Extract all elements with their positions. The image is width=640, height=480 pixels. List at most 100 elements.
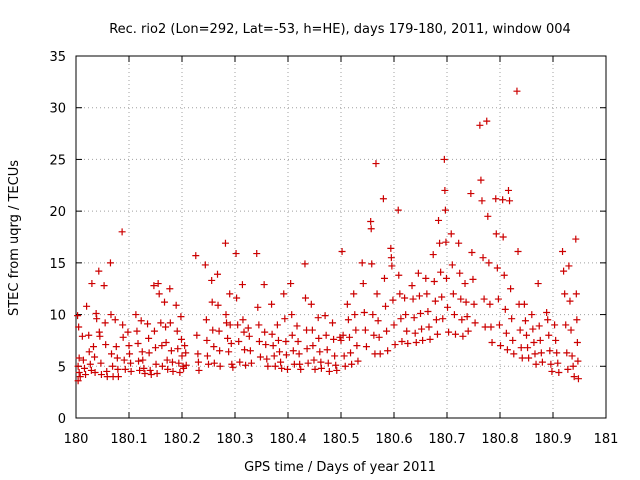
data-point bbox=[91, 353, 99, 361]
data-point bbox=[80, 364, 88, 372]
data-point bbox=[468, 249, 476, 257]
data-point bbox=[322, 331, 330, 339]
data-point bbox=[269, 342, 277, 350]
data-point bbox=[260, 281, 268, 289]
data-point bbox=[462, 298, 470, 306]
data-point bbox=[192, 252, 200, 260]
data-point bbox=[118, 228, 126, 236]
data-point bbox=[102, 341, 110, 349]
data-point bbox=[348, 360, 356, 368]
data-point bbox=[547, 360, 555, 368]
data-point bbox=[414, 269, 422, 277]
y-tick-label: 10 bbox=[49, 309, 66, 324]
data-point bbox=[499, 233, 507, 241]
data-point bbox=[333, 366, 341, 374]
data-point bbox=[282, 337, 290, 345]
data-point bbox=[181, 342, 189, 350]
data-point bbox=[438, 293, 446, 301]
data-point bbox=[457, 295, 465, 303]
data-point bbox=[367, 217, 375, 225]
data-point bbox=[101, 319, 109, 327]
data-point bbox=[484, 212, 492, 220]
data-point bbox=[563, 349, 571, 357]
data-point bbox=[194, 358, 202, 366]
data-point bbox=[216, 362, 224, 370]
data-point bbox=[119, 333, 127, 341]
data-point bbox=[140, 364, 148, 372]
data-point bbox=[422, 274, 430, 282]
data-point bbox=[76, 373, 84, 381]
data-point bbox=[274, 336, 282, 344]
data-point bbox=[552, 336, 560, 344]
data-point bbox=[507, 285, 515, 293]
data-point bbox=[182, 349, 190, 357]
data-point bbox=[559, 247, 567, 255]
data-point bbox=[518, 354, 526, 362]
data-point bbox=[520, 300, 528, 308]
data-point bbox=[169, 367, 177, 375]
data-point bbox=[442, 274, 450, 282]
data-point bbox=[448, 261, 456, 269]
data-point bbox=[203, 352, 211, 360]
data-point bbox=[74, 362, 82, 370]
data-point bbox=[152, 360, 160, 368]
data-point bbox=[277, 358, 285, 366]
data-point bbox=[510, 350, 518, 358]
data-point bbox=[529, 325, 537, 333]
data-point bbox=[97, 371, 105, 379]
data-point bbox=[528, 311, 536, 319]
data-point bbox=[532, 360, 540, 368]
data-point bbox=[293, 322, 301, 330]
data-point bbox=[343, 300, 351, 308]
data-point bbox=[554, 359, 562, 367]
data-point bbox=[441, 186, 449, 194]
data-point bbox=[229, 363, 237, 371]
data-point bbox=[412, 338, 420, 346]
data-point bbox=[226, 290, 234, 298]
data-point bbox=[467, 190, 475, 198]
data-point bbox=[133, 327, 141, 335]
data-point bbox=[147, 371, 155, 379]
data-point bbox=[353, 342, 361, 350]
data-point bbox=[351, 311, 359, 319]
data-point bbox=[477, 176, 485, 184]
data-point bbox=[276, 348, 284, 356]
data-point bbox=[125, 342, 133, 350]
x-tick-label: 180.8 bbox=[481, 432, 518, 447]
data-point bbox=[256, 353, 264, 361]
data-point bbox=[487, 323, 495, 331]
data-point bbox=[409, 295, 417, 303]
data-point bbox=[450, 311, 458, 319]
data-point bbox=[495, 321, 503, 329]
data-point bbox=[387, 244, 395, 252]
data-point bbox=[174, 345, 182, 353]
data-point bbox=[173, 327, 181, 335]
data-point bbox=[136, 366, 144, 374]
data-point bbox=[555, 368, 563, 376]
data-point bbox=[476, 121, 484, 129]
data-point bbox=[388, 262, 396, 270]
data-point bbox=[75, 323, 83, 331]
data-point bbox=[344, 316, 352, 324]
data-point bbox=[435, 216, 443, 224]
data-point bbox=[317, 364, 325, 372]
data-point bbox=[513, 87, 521, 95]
data-point bbox=[114, 373, 122, 381]
data-point bbox=[141, 370, 149, 378]
data-point bbox=[370, 331, 378, 339]
x-tick-label: 180.6 bbox=[375, 432, 412, 447]
data-point bbox=[162, 323, 170, 331]
data-point bbox=[245, 332, 253, 340]
data-point bbox=[561, 290, 569, 298]
data-point bbox=[158, 342, 166, 350]
data-point bbox=[390, 321, 398, 329]
data-point bbox=[280, 290, 288, 298]
data-point bbox=[264, 362, 272, 370]
data-point bbox=[531, 350, 539, 358]
data-point bbox=[565, 262, 573, 270]
data-point bbox=[86, 360, 94, 368]
data-point bbox=[244, 324, 252, 332]
data-point bbox=[369, 311, 377, 319]
data-point bbox=[391, 341, 399, 349]
